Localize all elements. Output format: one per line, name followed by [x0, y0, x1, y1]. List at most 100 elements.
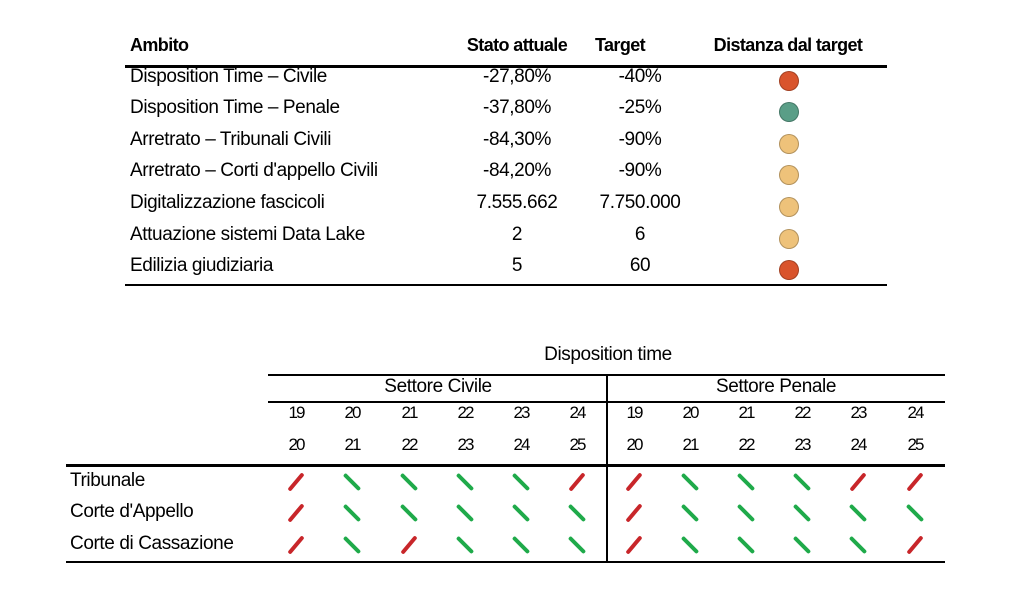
- trend-down-icon: [455, 535, 475, 555]
- row-target: 60: [629, 255, 651, 276]
- row-stato-attuale: -84,30%: [483, 129, 551, 150]
- trend-down-icon: [905, 503, 925, 523]
- year-end: 20: [626, 435, 644, 454]
- trend-down-icon: [342, 535, 362, 555]
- year-start: 19: [288, 403, 306, 422]
- row-target: -90%: [618, 160, 662, 181]
- row-ambito: Disposition Time – Penale: [130, 97, 340, 118]
- year-end: 22: [738, 435, 756, 454]
- row-stato-attuale: 2: [511, 224, 523, 245]
- row-stato-attuale: -37,80%: [483, 97, 551, 118]
- trend-down-icon: [736, 472, 756, 492]
- trend-down-icon: [399, 472, 419, 492]
- header-divider: [125, 65, 887, 68]
- trend-up-icon: [287, 472, 305, 492]
- row-target: -40%: [618, 66, 662, 87]
- year-end: 24: [513, 435, 531, 454]
- row-ambito: Arretrato – Corti d'appello Civili: [130, 160, 378, 181]
- table-title: Disposition time: [544, 344, 672, 365]
- row-target: 7.750.000: [599, 192, 681, 213]
- trend-down-icon: [680, 503, 700, 523]
- year-end: 25: [569, 435, 587, 454]
- row-stato-attuale: -84,20%: [483, 160, 551, 181]
- year-start: 21: [401, 403, 419, 422]
- year-start: 23: [850, 403, 868, 422]
- trend-down-icon: [848, 503, 868, 523]
- row-ambito: Digitalizzazione fascicoli: [130, 192, 325, 213]
- year-start: 22: [794, 403, 812, 422]
- year-start: 19: [626, 403, 644, 422]
- trend-down-icon: [792, 535, 812, 555]
- row-target: 6: [634, 224, 646, 245]
- trend-up-icon: [849, 472, 867, 492]
- year-start: 20: [344, 403, 362, 422]
- row-target: -90%: [618, 129, 662, 150]
- trend-down-icon: [736, 535, 756, 555]
- trend-down-icon: [511, 503, 531, 523]
- trend-down-icon: [342, 472, 362, 492]
- trend-down-icon: [455, 472, 475, 492]
- year-end: 21: [682, 435, 700, 454]
- year-start: 21: [738, 403, 756, 422]
- sector-divider: [606, 375, 608, 562]
- status-dot-green: [779, 102, 799, 122]
- trend-up-icon: [287, 535, 305, 555]
- trend-up-icon: [625, 472, 643, 492]
- year-end: 24: [850, 435, 868, 454]
- year-start: 22: [457, 403, 475, 422]
- year-start: 20: [682, 403, 700, 422]
- trend-up-icon: [400, 535, 418, 555]
- sector-civile: Settore Civile: [384, 376, 492, 397]
- status-dot-yellow: [779, 165, 799, 185]
- year-end: 20: [288, 435, 306, 454]
- trend-down-icon: [792, 503, 812, 523]
- row-target: -25%: [618, 97, 662, 118]
- row-stato-attuale: -27,80%: [483, 66, 551, 87]
- status-dot-yellow: [779, 134, 799, 154]
- row-label: Tribunale: [70, 470, 145, 491]
- row-ambito: Edilizia giudiziaria: [130, 255, 274, 276]
- year-end: 23: [457, 435, 475, 454]
- status-dot-yellow: [779, 229, 799, 249]
- row-stato-attuale: 7.555.662: [476, 192, 558, 213]
- trend-down-icon: [792, 472, 812, 492]
- trend-down-icon: [511, 472, 531, 492]
- row-ambito: Arretrato – Tribunali Civili: [130, 129, 332, 150]
- header-rule: [66, 464, 945, 467]
- header-target: Target: [594, 35, 646, 55]
- status-dot-red: [779, 71, 799, 91]
- header-stato-attuale: Stato attuale: [466, 35, 568, 55]
- year-start: 23: [513, 403, 531, 422]
- trend-up-icon: [287, 503, 305, 523]
- table-bottom-rule: [125, 284, 887, 286]
- row-label: Corte d'Appello: [70, 501, 194, 522]
- bottom-rule: [66, 561, 945, 563]
- trend-down-icon: [342, 503, 362, 523]
- trend-down-icon: [511, 535, 531, 555]
- row-ambito: Attuazione sistemi Data Lake: [130, 224, 365, 245]
- row-label: Corte di Cassazione: [70, 533, 234, 554]
- trend-down-icon: [567, 503, 587, 523]
- year-end: 25: [907, 435, 925, 454]
- row-stato-attuale: 5: [511, 255, 523, 276]
- year-end: 23: [794, 435, 812, 454]
- status-dot-yellow: [779, 197, 799, 217]
- trend-up-icon: [625, 535, 643, 555]
- status-dot-red: [779, 260, 799, 280]
- year-end: 21: [344, 435, 362, 454]
- trend-down-icon: [680, 472, 700, 492]
- trend-down-icon: [455, 503, 475, 523]
- trend-up-icon: [625, 503, 643, 523]
- trend-up-icon: [906, 535, 924, 555]
- trend-down-icon: [848, 535, 868, 555]
- trend-up-icon: [906, 472, 924, 492]
- header-ambito: Ambito: [130, 35, 189, 55]
- year-start: 24: [569, 403, 587, 422]
- trend-down-icon: [736, 503, 756, 523]
- trend-down-icon: [680, 535, 700, 555]
- trend-down-icon: [567, 535, 587, 555]
- row-ambito: Disposition Time – Civile: [130, 66, 327, 87]
- year-end: 22: [401, 435, 419, 454]
- trend-up-icon: [568, 472, 586, 492]
- year-start: 24: [907, 403, 925, 422]
